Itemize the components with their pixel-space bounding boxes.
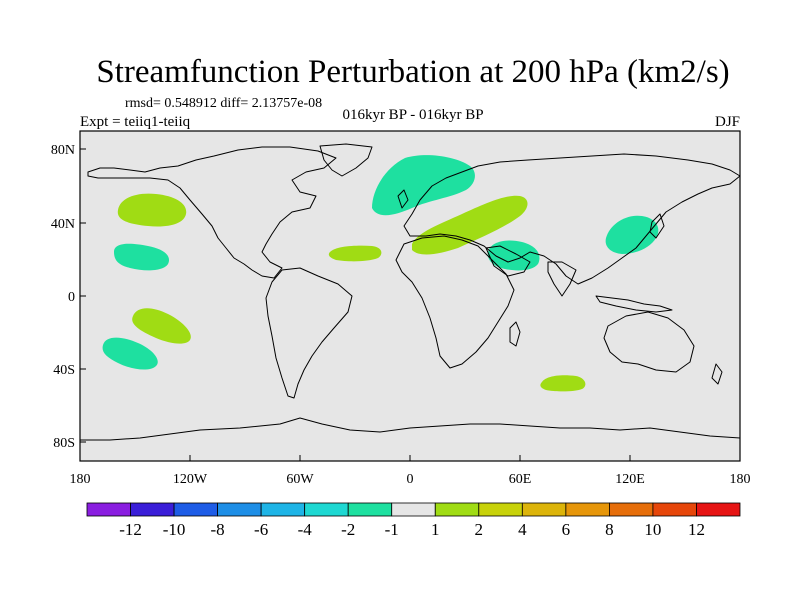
x-tick-label: 0 [407,472,414,487]
coast-new-zealand [711,363,723,385]
region-negative-spacific [102,337,158,370]
coast-arabia [485,245,531,277]
tick-marks [79,148,741,461]
y-tick-label: 40N [51,217,75,232]
colorbar-label: 2 [475,520,484,539]
colorbar-swatch [521,502,567,517]
region-negative-npacific [114,243,170,271]
coast-japan [649,213,665,239]
colorbar-label: -2 [341,520,355,539]
colorbar-swatch [130,502,175,517]
coast-madagascar [509,321,521,347]
x-tick-label: 180 [730,472,751,487]
coast-south-america [265,267,353,399]
coast-north-america [87,146,337,279]
colorbar-swatch [565,502,610,517]
coast-antarctica [80,417,741,441]
colorbar-label: -8 [211,520,225,539]
region-positive-atlantic [328,245,382,262]
colorbar-label: -1 [385,520,399,539]
x-tick-label: 60E [509,472,532,487]
region-positive-mideast [412,195,528,255]
coast-greenland [319,143,373,177]
colorbar-swatch [347,502,393,517]
colorbar-label: -12 [119,520,142,539]
x-tick-label: 180 [70,472,91,487]
x-tick-label: 120W [173,472,208,487]
colorbar-swatch [304,502,349,517]
colorbar-label: -10 [163,520,186,539]
colorbar-label: -4 [298,520,313,539]
colorbar-label: -6 [254,520,268,539]
region-positive-spacific [132,308,191,344]
region-negative-europe [372,155,475,216]
region-positive-npacific [117,193,187,227]
colorbar-swatch [391,502,436,517]
y-axis-labels: 80N 40N 0 40S 80S [51,143,75,451]
colorbar-swatch [696,502,741,517]
x-tick-label: 60W [286,472,314,487]
region-negative-eastasia [605,215,659,254]
region-positive-indianocean [540,375,586,392]
colorbar-swatch [609,502,654,517]
colorbar-swatch [173,502,219,517]
coastlines [80,143,741,441]
colorbar-swatch [478,502,523,517]
colorbar: -12 -10 -8 -6 -4 -2 -1 1 2 4 6 8 10 12 [86,502,741,539]
map-panel [79,130,741,462]
colorbar-label: 10 [644,520,661,539]
experiment-label: Expt = teiiq1-teiiq [80,114,191,130]
y-tick-label: 40S [53,363,75,378]
y-tick-label: 80N [51,143,75,158]
colorbar-label: 12 [688,520,705,539]
coast-africa [395,235,515,369]
coast-british-isles [397,189,409,209]
y-tick-label: 0 [68,290,75,305]
region-negative-arabia [487,240,540,271]
season-label: DJF [715,114,740,130]
coast-indonesia [595,295,673,313]
coast-india [547,261,577,297]
plot-title: Streamfunction Perturbation at 200 hPa (… [96,54,729,90]
colorbar-swatch [217,502,262,517]
colorbar-label: 8 [605,520,614,539]
colorbar-label: 4 [518,520,527,539]
period-label: 016kyr BP - 016kyr BP [342,107,483,123]
x-axis-labels: 180 120W 60W 0 60E 120E 180 [70,472,751,487]
y-tick-label: 80S [53,436,75,451]
colorbar-swatch [86,502,131,517]
coast-australia [603,311,695,373]
colorbar-label: 6 [562,520,571,539]
coast-eurasia [403,153,741,285]
colorbar-swatch [434,502,480,517]
stats-label: rmsd= 0.548912 diff= 2.13757e-08 [125,96,322,111]
x-tick-label: 120E [615,472,645,487]
colorbar-swatch [260,502,306,517]
colorbar-swatch [652,502,697,517]
colorbar-label: 1 [431,520,440,539]
